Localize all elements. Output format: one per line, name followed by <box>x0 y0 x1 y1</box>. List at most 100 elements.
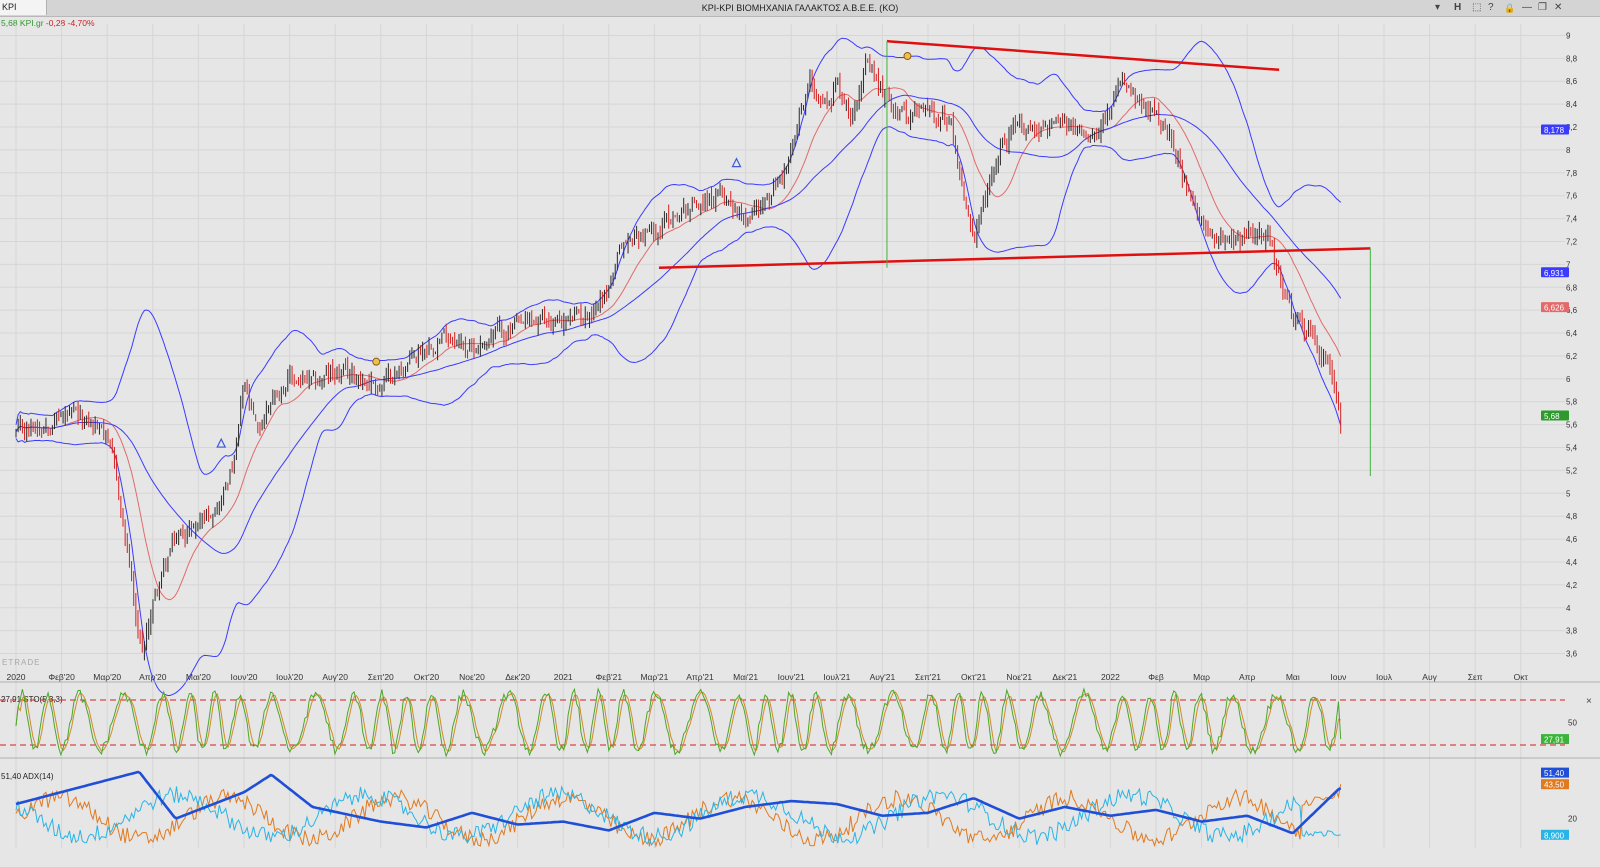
quote-line: 5,68 KPI.gr -0,28 -4,70% <box>1 18 95 28</box>
x-tick-label: Σεπ'20 <box>368 672 394 682</box>
y-tick-label: 4,2 <box>1566 581 1578 590</box>
x-tick-label: Μαρ'20 <box>93 672 121 682</box>
y-tick-label: 8,6 <box>1566 77 1578 86</box>
x-tick-label: Ιουλ'21 <box>823 672 850 682</box>
y-tick-label: 6,2 <box>1566 352 1578 361</box>
x-tick-label: 2022 <box>1101 672 1120 682</box>
price-tag: 6,626 <box>1541 302 1569 313</box>
x-tick-label: Μαρ'21 <box>640 672 668 682</box>
y-axis: 9 8,8 8,6 8,4 8,2 8 7,8 7,6 7,4 7,2 7 6,8 6,6 6,4 6,2 6… <box>1566 31 1578 658</box>
main-indicators <box>15 37 1342 696</box>
y-tick-label: 7,6 <box>1566 192 1578 201</box>
price-tag-label: 8,178 <box>1544 126 1565 135</box>
price-tag-bg <box>1541 267 1569 278</box>
x-tick-label: Φεβ <box>1148 672 1164 682</box>
close-pane-icon[interactable]: × <box>1586 696 1592 707</box>
price-tag-label: 6,931 <box>1544 269 1565 278</box>
price-tag: 8,178 <box>1541 124 1569 135</box>
trendline <box>658 247 1371 270</box>
y-tick-label: 6 <box>1566 375 1571 384</box>
y-tick-label: 7 <box>1566 260 1571 269</box>
y-tick-label: 8,4 <box>1566 100 1578 109</box>
adx-tag-bg <box>1541 779 1569 790</box>
x-tick-label: Νοε'21 <box>1006 672 1032 682</box>
y-tick-label: 5,2 <box>1566 466 1578 475</box>
x-tick-label: Αυγ'20 <box>322 672 348 682</box>
adx-y-tick: 20 <box>1568 815 1577 824</box>
y-tick-label: 8 <box>1566 146 1571 155</box>
circle-marker-icon[interactable] <box>372 357 381 366</box>
quote-change: -0,28 -4,70% <box>45 18 95 28</box>
y-tick-label: 6,8 <box>1566 283 1578 292</box>
adx-tag-bg <box>1541 767 1569 778</box>
price-tag-bg <box>1541 302 1569 313</box>
title-bar: KPI KPI-KPI ΒΙΟΜΗΧΑΝΙΑ ΓΑΛΑΚΤΟΣ Α.Β.Ε.Ε.… <box>0 0 1600 17</box>
x-tick-label: Ιουν'20 <box>230 672 257 682</box>
y-tick-label: 6,4 <box>1566 329 1578 338</box>
x-tick-label: Φεβ'21 <box>596 672 623 682</box>
x-tick-label: Ιουν <box>1330 672 1346 682</box>
layout-icon[interactable]: ⬚ <box>1472 2 1482 13</box>
stochastic-d-line <box>15 691 1341 754</box>
price-tag-bg <box>1541 410 1569 421</box>
y-tick-label: 4,8 <box>1566 512 1578 521</box>
adx-line <box>15 770 1342 835</box>
x-tick-label: Μαρ <box>1193 672 1210 682</box>
adx-tag: 43,50 <box>1544 781 1565 790</box>
y-tick-label: 5,6 <box>1566 421 1578 430</box>
y-tick-label: 3,6 <box>1566 650 1578 659</box>
y-tick-label: 6,6 <box>1566 306 1578 315</box>
x-tick-label: Απρ'21 <box>686 672 714 682</box>
y-tick-label: 3,8 <box>1566 627 1578 636</box>
y-tick-label: 7,8 <box>1566 169 1578 178</box>
price-tag-label: 6,626 <box>1544 304 1565 313</box>
dropdown-button[interactable]: ▾ <box>1435 2 1441 13</box>
y-tick-label: 5,8 <box>1566 398 1578 407</box>
adx-tag-bg <box>1541 829 1569 840</box>
adx-tag: 8,900 <box>1544 831 1565 840</box>
x-tick-label: Μαι <box>1286 672 1300 682</box>
price-tag-bg <box>1541 124 1569 135</box>
minimize-icon[interactable]: — <box>1522 2 1532 13</box>
moving-average-blue <box>15 94 1342 554</box>
h-button[interactable]: H <box>1454 2 1462 13</box>
help-icon[interactable]: ? <box>1488 2 1494 13</box>
quote-price: 5,68 KPI.gr <box>1 18 44 28</box>
triangle-marker-icon[interactable] <box>216 437 227 448</box>
triangle-marker-icon[interactable] <box>731 157 742 168</box>
x-tick-label: Ιουλ <box>1376 672 1393 682</box>
close-icon[interactable]: ✕ <box>1554 2 1563 13</box>
x-tick-label: Οκτ <box>1514 672 1529 682</box>
x-tick-label: Δεκ'20 <box>505 672 530 682</box>
price-tag-label: 5,68 <box>1544 412 1560 421</box>
y-tick-label: 5 <box>1566 489 1571 498</box>
lock-icon[interactable]: 🔒 <box>1504 3 1516 13</box>
x-tick-label: Μαι'20 <box>186 672 211 682</box>
x-tick-label: Φεβ'20 <box>48 672 75 682</box>
di-plus-line <box>15 784 1342 848</box>
restore-icon[interactable]: ❐ <box>1538 2 1547 13</box>
circle-marker-icon[interactable] <box>903 52 912 61</box>
y-tick-label: 8,8 <box>1566 54 1578 63</box>
stochastic-k-line <box>15 687 1342 758</box>
adx-title: 51,40 ADX(14) <box>1 772 54 781</box>
stochastic-tag: 27,91 <box>1544 736 1565 745</box>
x-tick-label: Σεπ'21 <box>915 672 941 682</box>
symbol-input[interactable]: KPI <box>0 0 47 15</box>
x-tick-label: Σεπ <box>1468 672 1483 682</box>
price-tag: 5,68 <box>1541 410 1569 421</box>
watermark: ETRADE <box>2 658 40 667</box>
y-tick-label: 9 <box>1566 31 1571 40</box>
window-title: KPI-KPI ΒΙΟΜΗΧΑΝΙΑ ΓΑΛΑΚΤΟΣ Α.Β.Ε.Ε. (KO… <box>701 3 899 13</box>
x-tick-label: Δεκ'21 <box>1052 672 1077 682</box>
x-tick-label: Ιουλ'20 <box>276 672 303 682</box>
y-tick-label: 8,2 <box>1566 123 1578 132</box>
x-axis: 2020 Φεβ'20 Μαρ'20 Απρ'20 Μαι'20 Ιουν'20 Ιουλ'… <box>7 672 1529 682</box>
x-tick-label: 2020 <box>7 672 26 682</box>
x-tick-label: Νοε'20 <box>459 672 485 682</box>
bollinger-lower <box>15 126 1342 696</box>
chart-area[interactable]: 2020 Φεβ'20 Μαρ'20 Απρ'20 Μαι'20 Ιουν'20 Ιουλ'… <box>0 16 1600 867</box>
moving-average-red <box>15 87 1342 601</box>
y-tick-label: 4,4 <box>1566 558 1578 567</box>
y-tick-label: 7,2 <box>1566 237 1578 246</box>
